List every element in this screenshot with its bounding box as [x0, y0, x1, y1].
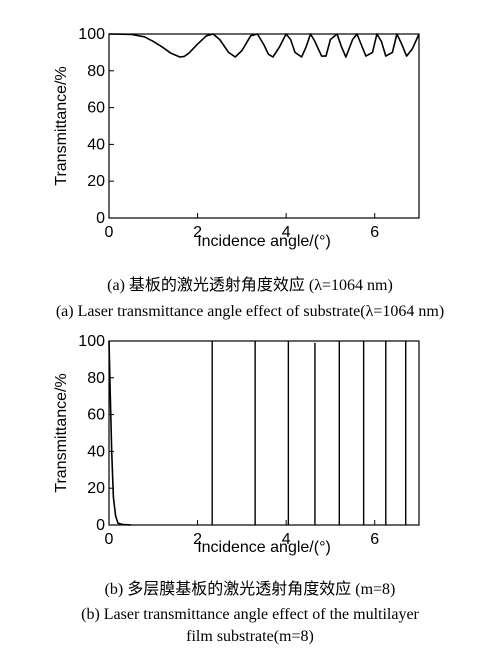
caption-b-english-line1: (b) Laser transmittance angle effect of … [81, 606, 419, 623]
x-tick-label: 0 [105, 531, 114, 548]
y-tick-label: 40 [87, 443, 105, 460]
chart-b-series [108, 340, 407, 526]
y-tick-label: 60 [87, 407, 105, 424]
x-tick-label: 6 [370, 531, 379, 548]
y-tick-label: 80 [87, 63, 105, 80]
y-tick-label: 0 [96, 517, 105, 534]
y-tick-label: 60 [87, 100, 105, 117]
x-tick-label: 2 [193, 531, 202, 548]
y-tick-label: 100 [78, 26, 105, 43]
y-tick-label: 40 [87, 136, 105, 153]
x-tick-label: 0 [105, 224, 114, 241]
chart-b-y-axis-label: Transmittance/% [53, 373, 70, 492]
chart-a-plot-frame [108, 33, 420, 219]
y-tick-label: 80 [87, 370, 105, 387]
chart-b-plot-frame [108, 340, 420, 526]
chart-a-series [108, 33, 420, 58]
caption-a-chinese: (a) 基板的激光透射角度效应 (λ=1064 nm) [107, 277, 393, 294]
caption-b-english-line2: film substrate(m=8) [186, 628, 314, 645]
chart-a-y-axis-label: Transmittance/% [53, 66, 70, 185]
x-tick-label: 4 [282, 531, 291, 548]
y-tick-label: 20 [87, 480, 105, 497]
chart-a-x-axis-label: Incidence angle/(°) [197, 233, 331, 250]
x-tick-label: 2 [193, 224, 202, 241]
y-tick-label: 20 [87, 173, 105, 190]
series-line [108, 33, 420, 58]
y-tick-label: 100 [78, 333, 105, 350]
caption-b-chinese: (b) 多层膜基板的激光透射角度效应 (m=8) [104, 581, 396, 598]
x-tick-label: 6 [370, 224, 379, 241]
y-tick-label: 0 [96, 210, 105, 227]
chart-b-x-axis-label: Incidence angle/(°) [197, 539, 331, 556]
x-tick-label: 4 [282, 224, 291, 241]
series-line [108, 340, 132, 526]
caption-a-english: (a) Laser transmittance angle effect of … [55, 303, 445, 320]
